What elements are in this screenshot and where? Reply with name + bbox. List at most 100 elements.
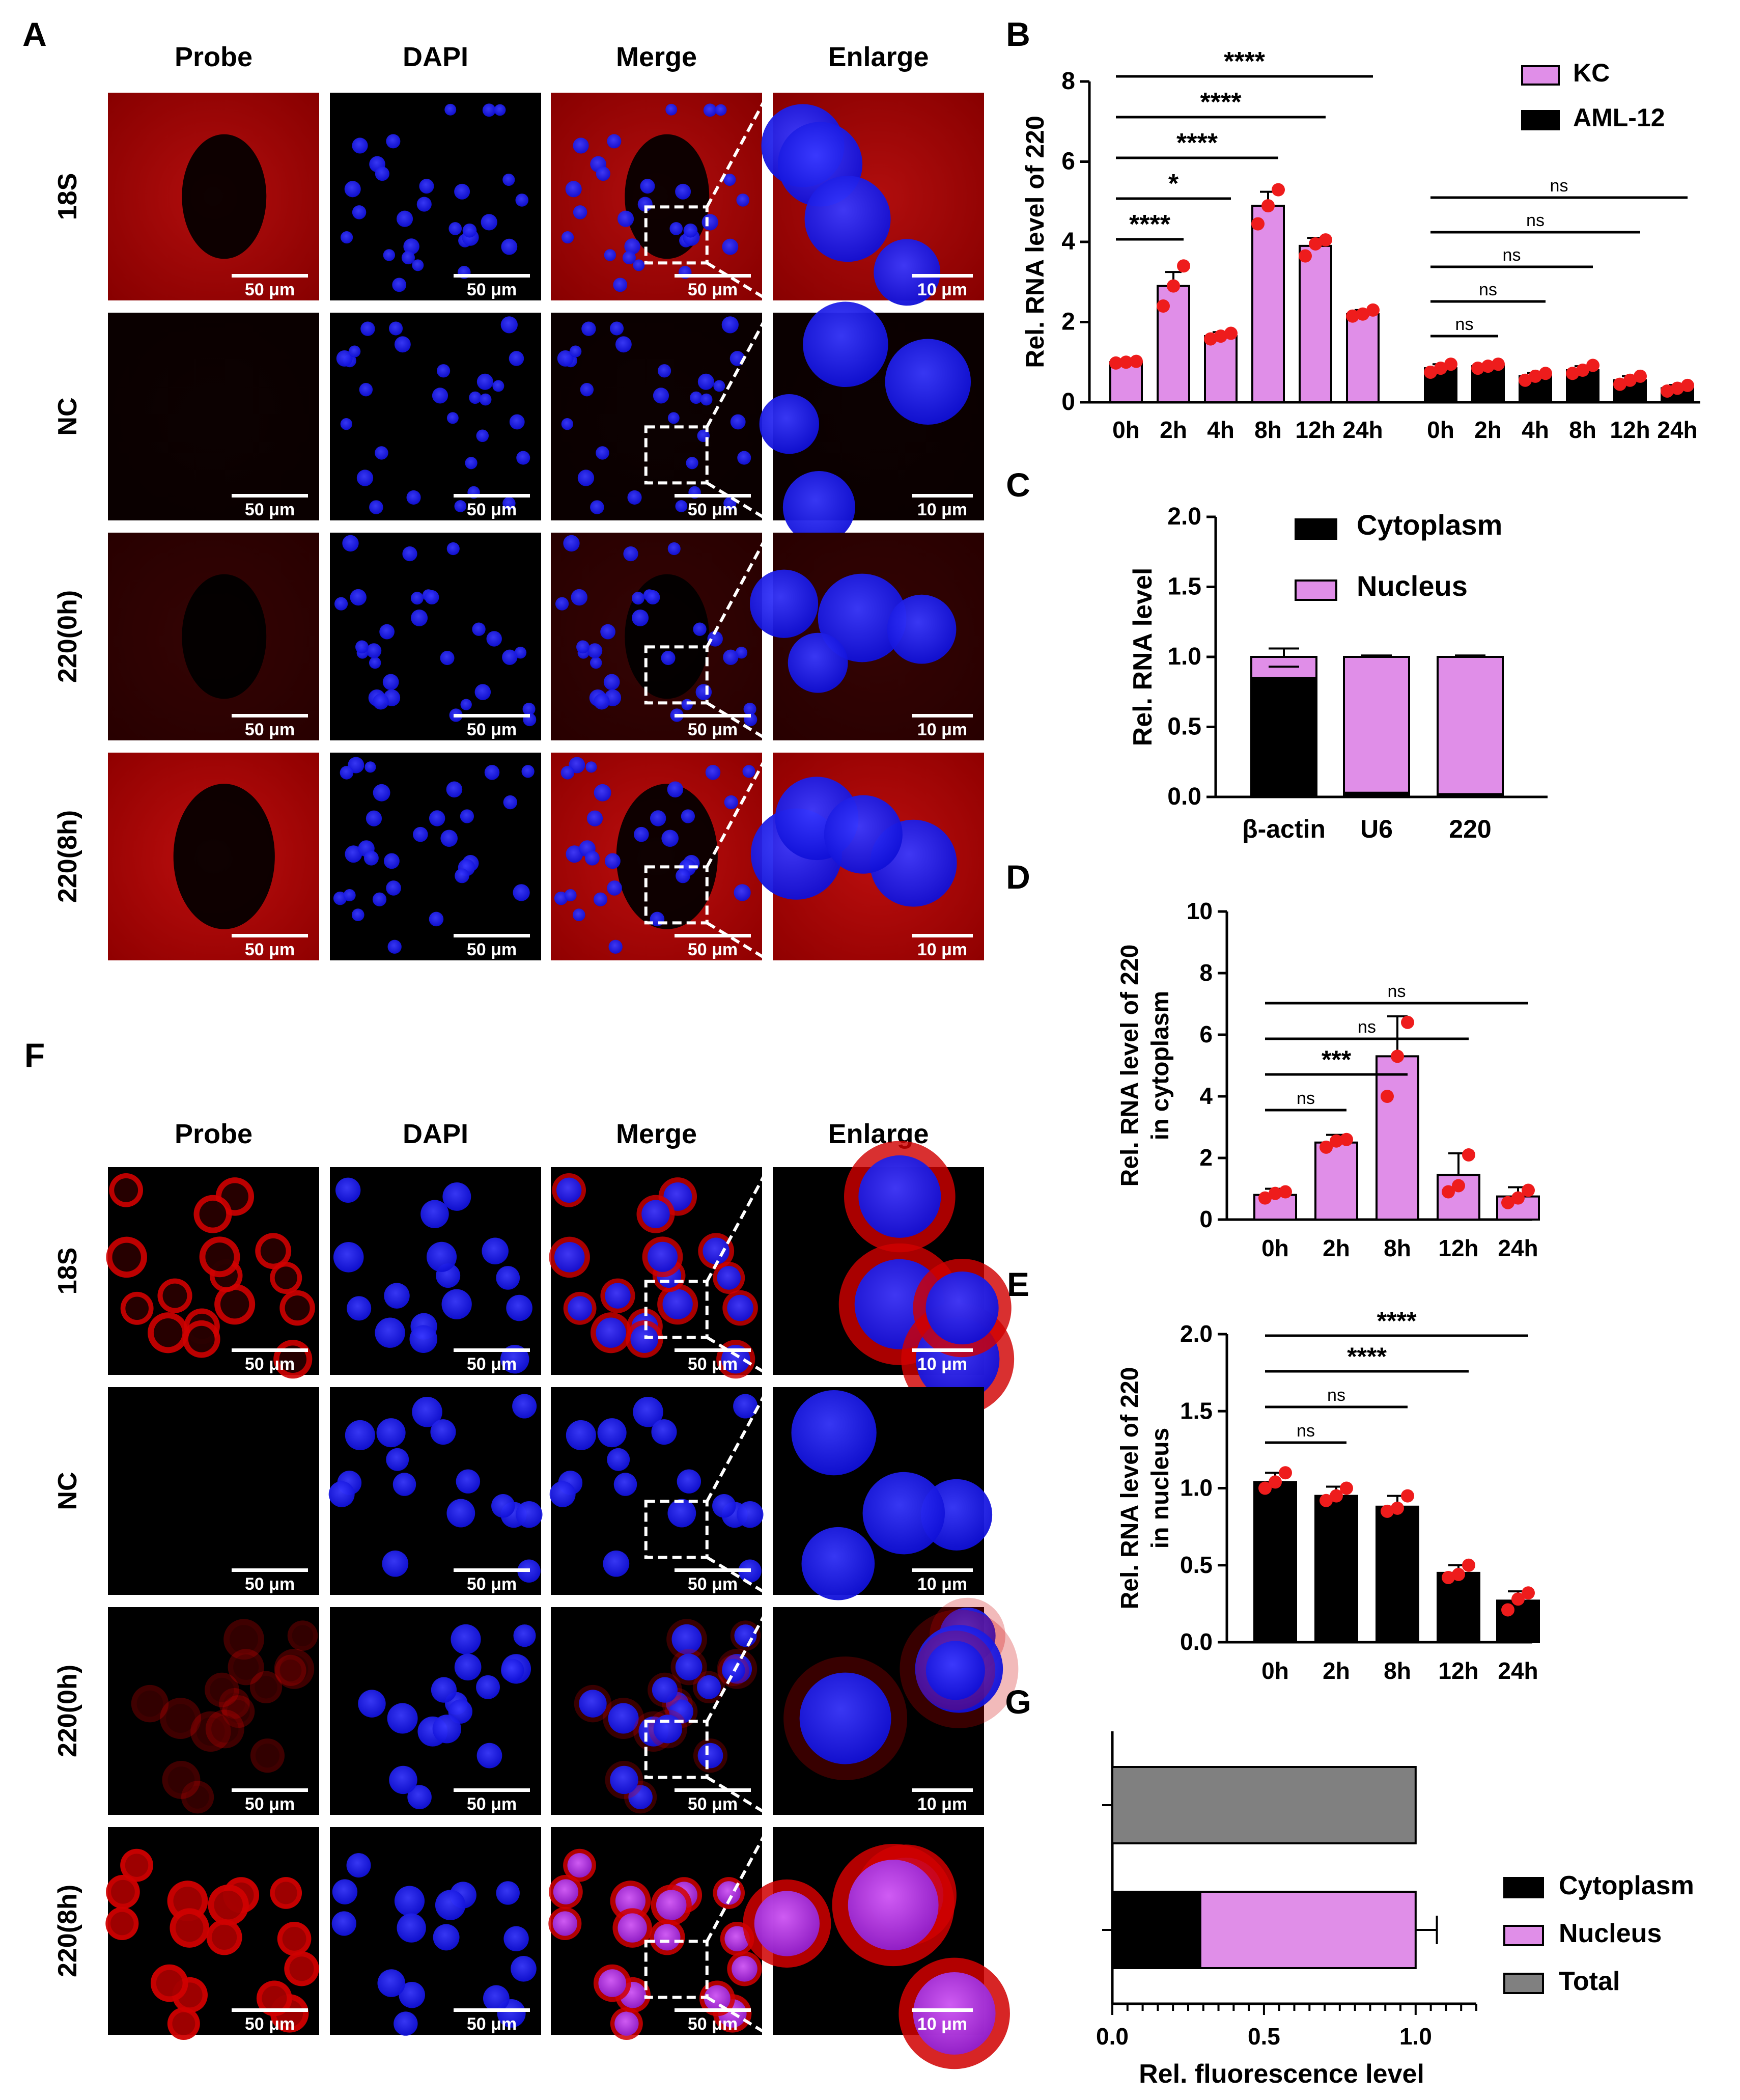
cell-cytoplasm <box>181 1781 214 1814</box>
nucleus <box>460 809 474 823</box>
data-point <box>1109 356 1122 370</box>
nucleus <box>749 569 819 638</box>
nucleus <box>419 179 434 194</box>
cell-body <box>211 1924 237 1950</box>
scale-bar <box>232 934 308 937</box>
nucleus <box>501 1659 524 1682</box>
nucleus <box>742 765 755 778</box>
nucleus <box>925 1641 985 1700</box>
data-point <box>1462 1148 1475 1162</box>
nucleus <box>735 646 748 659</box>
nucleus <box>557 350 574 367</box>
data-point <box>1299 249 1312 263</box>
nucleus <box>429 810 445 826</box>
scale-bar-label: 50 μm <box>245 940 295 959</box>
nucleus <box>618 210 634 227</box>
nucleus <box>724 795 738 810</box>
scale-bar <box>912 714 973 717</box>
nucleus <box>737 1501 764 1528</box>
micrograph-tile-enlarge: 10 μm <box>759 301 984 544</box>
y-axis-label: Rel. RNA level of 220 <box>1116 1367 1143 1610</box>
nucleus <box>402 546 417 562</box>
nucleus <box>491 1494 515 1518</box>
zoom-line <box>706 532 770 648</box>
bar-cytoplasm <box>1250 677 1317 798</box>
micrograph-tile-dapi: 50 μm <box>330 1167 541 1375</box>
cell-cytoplasm <box>284 1951 319 1986</box>
nucleus <box>722 238 739 255</box>
nucleus <box>333 891 347 905</box>
data-point <box>1501 1603 1514 1617</box>
data-point <box>1214 329 1227 343</box>
nucleus <box>630 1325 659 1353</box>
cell-body <box>136 1690 163 1717</box>
nucleus <box>721 1345 750 1374</box>
nucleus <box>476 1743 502 1769</box>
x-tick-label: 2h <box>1323 1657 1350 1684</box>
scale-bar <box>232 2008 308 2012</box>
scale-bar <box>675 934 751 937</box>
scale-bar <box>454 714 530 717</box>
nucleus <box>586 810 603 826</box>
data-point <box>1522 1586 1535 1600</box>
nucleus <box>376 1418 406 1448</box>
nucleus <box>736 194 750 207</box>
panel-letter-e: E <box>1007 1265 1029 1303</box>
nucleus <box>675 500 688 512</box>
nucleus <box>576 640 590 654</box>
data-point <box>1566 367 1579 380</box>
cell-cytoplasm <box>222 1695 255 1728</box>
scale-bar <box>232 1348 308 1352</box>
y-tick-label: 0.0 <box>1167 783 1201 810</box>
row-label: NC <box>53 397 82 435</box>
nucleus <box>394 1886 425 1916</box>
nucleus <box>569 345 582 357</box>
cell-cytoplasm <box>170 1908 209 1948</box>
cell-body <box>282 1926 306 1951</box>
scale-bar-label: 50 μm <box>245 1794 295 1814</box>
x-tick-label: 0h <box>1112 417 1140 443</box>
data-point <box>1661 384 1674 398</box>
micrograph-tile-enlarge: 10 μm <box>750 753 984 960</box>
nucleus <box>661 830 679 847</box>
nucleus <box>607 880 622 896</box>
x-tick-label: 2h <box>1160 417 1187 443</box>
cell-cytoplasm <box>275 1654 306 1687</box>
scale-bar-label: 50 μm <box>245 1355 295 1374</box>
zoom-line <box>706 701 770 742</box>
nucleus <box>603 1550 630 1577</box>
cell-cytoplasm <box>249 1671 283 1703</box>
data-point <box>1309 237 1322 251</box>
data-point <box>1529 369 1542 383</box>
nucleus <box>607 134 622 149</box>
nucleus <box>572 908 585 921</box>
nucleus <box>482 1237 509 1265</box>
nucleus <box>553 1879 579 1904</box>
scale-bar-label: 50 μm <box>688 940 738 959</box>
nucleus <box>580 382 594 397</box>
y-tick-label: 1.0 <box>1167 643 1201 670</box>
cell-cytoplasm <box>105 1906 139 1941</box>
nucleus <box>410 592 424 605</box>
nucleus <box>647 1241 678 1272</box>
scale-bar <box>675 274 751 278</box>
nucleus <box>667 412 680 424</box>
nucleus <box>386 134 401 149</box>
inset-box <box>644 1720 709 1779</box>
data-point <box>1391 1501 1404 1515</box>
nucleus <box>671 1624 702 1654</box>
micrograph-tile-merge: 50 μm <box>551 753 762 960</box>
nucleus <box>435 1890 466 1920</box>
nucleus <box>555 597 569 611</box>
cell-body <box>292 1625 314 1647</box>
scale-bar <box>454 934 530 937</box>
x-tick-label: 24h <box>1342 417 1383 443</box>
scale-bar-label: 50 μm <box>467 720 517 739</box>
nucleus <box>862 1472 945 1555</box>
cell-body <box>167 1766 195 1793</box>
x-tick-label: 2h <box>1323 1235 1350 1261</box>
cell-body <box>262 1985 287 2011</box>
nucleus <box>579 1690 607 1718</box>
nucleus <box>412 259 424 271</box>
